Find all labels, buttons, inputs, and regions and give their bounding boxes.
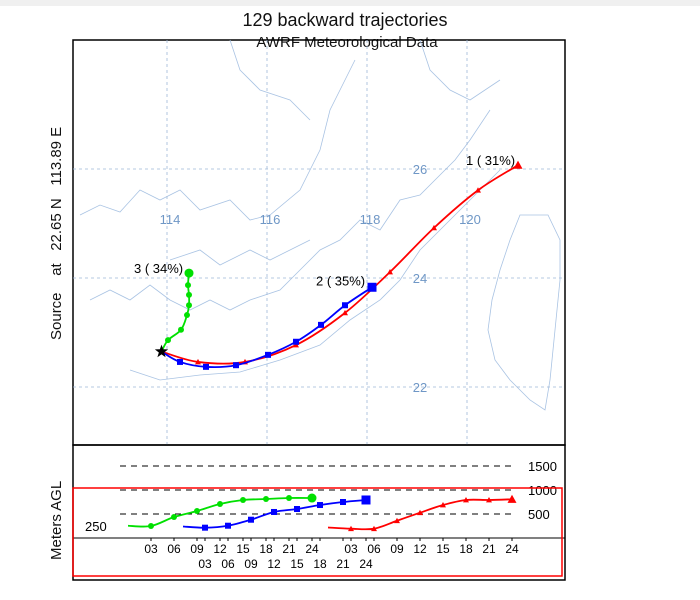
time-tick-label: 24	[505, 542, 519, 556]
trajectory-marker	[342, 309, 348, 316]
trajectory-label: 2 ( 35%)	[316, 273, 365, 288]
height-marker	[507, 494, 517, 503]
trajectory-marker	[431, 224, 437, 231]
height-tick-label: 500	[528, 507, 550, 522]
height-marker	[294, 506, 300, 513]
lon-tick-label: 116	[260, 212, 281, 227]
time-tick-label: 18	[459, 542, 473, 556]
height-marker	[225, 522, 231, 529]
time-tick-label: 09	[190, 542, 204, 556]
height-min-label: 250	[85, 519, 107, 534]
map-frame	[72, 39, 566, 446]
height-tick-label: 1000	[528, 483, 557, 498]
height-marker	[417, 509, 423, 516]
lat-tick-label: 24	[413, 271, 427, 286]
boundary-line	[169, 239, 311, 266]
lon-tick-label: 120	[459, 212, 481, 227]
boundary-line	[79, 59, 356, 221]
trajectory-marker	[165, 337, 171, 344]
time-tick-label: 21	[482, 542, 496, 556]
time-tick-label: 21	[336, 557, 350, 571]
trajectory-marker	[177, 358, 183, 365]
boundary-line	[129, 169, 501, 381]
trajectory-marker	[184, 268, 194, 278]
time-tick-label: 06	[367, 542, 381, 556]
time-tick-label: 12	[413, 542, 427, 556]
time-tick-label: 24	[359, 557, 373, 571]
height-marker	[171, 514, 177, 521]
trajectory-label: 3 ( 34%)	[134, 261, 183, 276]
boundary-line	[89, 109, 491, 311]
time-tick-label: 03	[144, 542, 158, 556]
trajectory-marker	[185, 282, 191, 289]
height-marker	[371, 525, 377, 532]
trajectory-marker	[203, 363, 209, 370]
top-strip	[0, 0, 700, 6]
time-tick-label: 12	[213, 542, 227, 556]
height-marker	[463, 496, 469, 503]
source-star-icon	[154, 344, 169, 358]
trajectory-marker	[342, 302, 348, 309]
height-marker	[340, 499, 346, 505]
time-tick-label: 09	[244, 557, 258, 571]
height-marker	[286, 495, 292, 502]
trajectory-marker	[184, 312, 190, 319]
height-marker	[486, 496, 492, 503]
time-tick-label: 24	[305, 542, 319, 556]
trajectory-marker	[513, 160, 523, 169]
lon-tick-label: 114	[160, 212, 181, 227]
height-marker	[148, 523, 154, 529]
time-tick-label: 06	[221, 557, 235, 571]
lon-tick-label: 118	[360, 212, 381, 227]
time-tick-label: 06	[167, 542, 181, 556]
height-marker	[248, 516, 254, 523]
lat-tick-label: 22	[413, 380, 427, 395]
trajectory-marker	[293, 338, 299, 345]
boundary-line	[229, 39, 311, 121]
height-marker	[317, 502, 323, 509]
height-marker	[194, 508, 200, 515]
time-tick-label: 18	[259, 542, 273, 556]
trajectory-marker	[475, 187, 481, 193]
trajectory-marker	[318, 321, 324, 328]
trajectory-marker	[186, 291, 192, 298]
trajectory-label: 1 ( 31%)	[466, 153, 515, 168]
trajectory-marker	[233, 362, 239, 369]
height-marker	[202, 524, 208, 531]
time-tick-label: 15	[290, 557, 304, 571]
chart-title: 129 backward trajectories	[242, 10, 448, 30]
height-marker	[217, 501, 223, 508]
trajectory-marker	[178, 326, 184, 333]
boundary-line	[419, 39, 501, 101]
time-tick-label: 03	[344, 542, 358, 556]
trajectory-marker	[265, 351, 271, 358]
time-tick-label: 09	[390, 542, 404, 556]
time-tick-label: 18	[313, 557, 327, 571]
height-marker	[240, 496, 246, 503]
time-tick-label: 12	[267, 557, 281, 571]
lat-tick-label: 26	[413, 162, 427, 177]
trajectory-marker	[387, 269, 393, 275]
highlight-box	[72, 487, 563, 577]
trajectory-marker	[186, 302, 192, 309]
height-marker	[263, 496, 269, 503]
height-marker	[361, 495, 371, 505]
height-marker	[348, 525, 354, 532]
time-tick-label: 15	[436, 542, 450, 556]
height-marker	[307, 493, 317, 503]
trajectory-marker	[195, 358, 201, 365]
trajectory-line	[161, 164, 519, 365]
height-marker	[394, 517, 400, 524]
height-marker	[440, 502, 446, 508]
boundary-line	[487, 214, 561, 411]
height-marker	[271, 508, 277, 515]
time-tick-label: 15	[236, 542, 250, 556]
time-tick-label: 21	[282, 542, 296, 556]
chart-subtitle: AWRF Meteorological Data	[256, 34, 438, 51]
time-tick-label: 03	[198, 557, 212, 571]
trajectory-marker	[367, 282, 377, 292]
height-tick-label: 1500	[528, 459, 557, 474]
